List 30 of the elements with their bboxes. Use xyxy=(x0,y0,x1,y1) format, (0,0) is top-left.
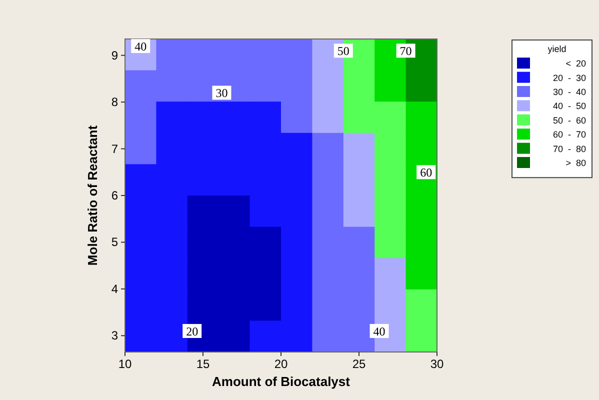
color-bar-label: 20 - 30 xyxy=(552,72,586,83)
y-tick-label: 7 xyxy=(111,142,118,156)
annotation: 40 xyxy=(373,324,386,338)
y-tick-label: 5 xyxy=(111,235,118,250)
annotation: 60 xyxy=(420,166,432,180)
x-tick-label: 15 xyxy=(196,357,210,371)
x-axis-title: Amount of Biocatalyst xyxy=(212,374,351,389)
y-tick-label: 8 xyxy=(111,95,118,110)
x-tick-label: 25 xyxy=(352,357,366,371)
annotation: 40 xyxy=(134,40,147,54)
color-bar-label: > 80 xyxy=(566,158,586,168)
legend-title: yield xyxy=(548,44,566,54)
y-axis-title: Mole Ratio of Reactant xyxy=(85,124,100,266)
color-bar-label: 60 - 70 xyxy=(552,130,586,140)
color-bar-label: 50 - 60 xyxy=(552,115,586,126)
annotation: 50 xyxy=(337,44,350,58)
x-tick-label: 20 xyxy=(274,357,288,371)
annotation: 30 xyxy=(216,86,228,100)
x-tick-label: 10 xyxy=(118,357,132,371)
y-tick-label: 3 xyxy=(111,328,118,343)
x-tick-label: 30 xyxy=(430,357,444,371)
y-tick-label: 9 xyxy=(111,48,118,62)
color-bar-label: 30 - 40 xyxy=(552,87,586,97)
y-tick-label: 6 xyxy=(111,188,118,202)
color-bar-label: 70 - 80 xyxy=(552,144,586,154)
y-tick-label: 4 xyxy=(111,282,118,296)
color-bar-label: 40 - 50 xyxy=(552,101,586,112)
annotation: 70 xyxy=(400,44,412,58)
annotation: 20 xyxy=(186,324,198,338)
color-bar-label: < 20 xyxy=(566,58,586,69)
